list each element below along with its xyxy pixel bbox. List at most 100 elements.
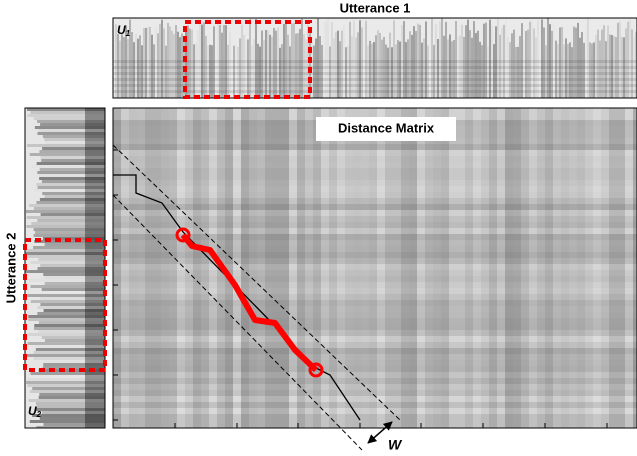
texture	[113, 210, 637, 216]
texture	[41, 336, 105, 339]
texture	[113, 168, 637, 174]
texture	[521, 23, 523, 98]
texture	[477, 30, 479, 98]
texture	[393, 108, 401, 428]
texture	[113, 288, 637, 294]
texture	[407, 39, 409, 98]
texture	[395, 44, 397, 98]
texture	[33, 351, 105, 354]
texture	[577, 22, 579, 98]
texture	[157, 33, 159, 98]
texture	[291, 23, 293, 98]
side-spectrogram	[25, 108, 105, 428]
texture	[461, 24, 463, 98]
texture	[487, 46, 489, 98]
texture	[413, 26, 415, 98]
texture	[113, 222, 637, 228]
texture	[113, 258, 637, 264]
texture	[585, 108, 593, 428]
texture	[633, 108, 637, 428]
texture	[25, 252, 105, 255]
texture	[555, 40, 557, 98]
texture	[443, 35, 445, 98]
texture	[249, 108, 257, 428]
path-endpoint	[175, 227, 191, 243]
texture	[40, 264, 105, 267]
window-edge	[112, 194, 363, 451]
texture	[113, 276, 637, 282]
texture	[125, 25, 127, 98]
texture	[40, 123, 105, 126]
texture	[221, 32, 223, 98]
texture	[621, 37, 623, 98]
texture	[29, 420, 105, 423]
texture	[27, 114, 105, 117]
texture	[26, 354, 105, 357]
texture	[41, 288, 105, 291]
texture	[40, 213, 105, 216]
texture	[119, 40, 121, 98]
texture	[33, 207, 105, 210]
texture	[113, 174, 637, 180]
texture	[501, 27, 503, 98]
texture	[227, 44, 229, 98]
texture	[36, 201, 105, 204]
texture	[121, 108, 129, 428]
texture	[44, 195, 105, 198]
texture	[405, 42, 407, 98]
texture	[153, 44, 155, 98]
texture	[545, 45, 547, 98]
texture	[463, 36, 465, 98]
texture	[533, 28, 535, 98]
texture	[629, 19, 631, 98]
texture	[233, 45, 235, 98]
texture	[169, 26, 171, 98]
texture	[399, 41, 401, 98]
distance-matrix	[113, 108, 637, 428]
texture	[113, 426, 637, 428]
texture	[39, 168, 105, 171]
texture	[113, 150, 637, 156]
texture	[527, 29, 529, 98]
texture	[225, 25, 227, 98]
texture	[113, 192, 637, 198]
texture	[38, 129, 105, 132]
texture	[40, 303, 105, 306]
texture	[113, 84, 637, 87]
texture	[345, 108, 353, 428]
texture	[495, 26, 497, 98]
texture	[381, 39, 383, 98]
texture	[113, 180, 637, 186]
texture	[36, 162, 105, 165]
texture	[113, 300, 637, 306]
texture	[26, 381, 105, 384]
texture	[33, 228, 105, 231]
texture	[373, 42, 375, 98]
texture	[165, 45, 167, 98]
texture	[249, 18, 251, 98]
top-label: U1	[117, 23, 131, 38]
texture	[511, 33, 513, 98]
frame	[112, 17, 637, 99]
texture	[201, 24, 203, 98]
texture	[27, 144, 105, 147]
texture	[625, 28, 627, 98]
texture	[175, 24, 177, 98]
texture	[129, 19, 131, 98]
texture	[189, 28, 191, 98]
texture	[113, 402, 637, 408]
texture	[337, 30, 339, 98]
texture	[563, 44, 565, 98]
texture	[503, 24, 505, 98]
texture	[145, 108, 153, 428]
texture	[28, 204, 105, 207]
texture	[517, 46, 519, 98]
texture	[39, 297, 105, 300]
texture	[613, 36, 615, 98]
texture	[37, 306, 105, 309]
texture	[113, 234, 637, 240]
texture	[505, 19, 507, 99]
window-arrow	[367, 421, 393, 444]
texture	[267, 30, 269, 98]
texture	[39, 150, 105, 153]
